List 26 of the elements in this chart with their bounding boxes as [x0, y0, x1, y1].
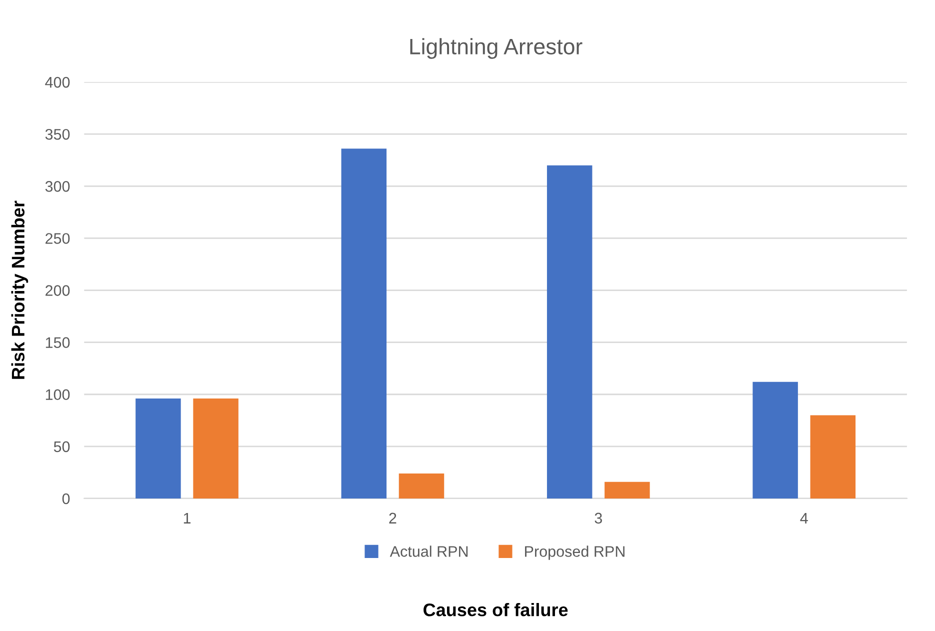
bar — [398, 474, 444, 498]
bar — [752, 382, 798, 498]
x-tick-label: 3 — [594, 512, 602, 524]
x-axis-title: Causes of failure — [424, 603, 568, 616]
bar — [341, 148, 387, 498]
chart-title: Lightning Arrestor — [410, 38, 582, 59]
y-tick-label: 0 — [62, 493, 70, 504]
bar — [604, 482, 650, 498]
x-tick-label: 1 — [184, 512, 191, 524]
bar — [810, 415, 856, 498]
x-tick-label: 2 — [389, 512, 396, 524]
x-tick-label: 4 — [800, 512, 808, 524]
y-tick-label: 150 — [46, 337, 70, 348]
y-tick-label: 200 — [46, 285, 70, 296]
bar — [136, 398, 181, 498]
legend-label: Proposed RPN — [525, 546, 624, 560]
y-tick-label: 400 — [45, 76, 70, 88]
bar — [193, 398, 238, 498]
legend-label: Actual RPN — [390, 546, 468, 557]
y-tick-label: 100 — [46, 389, 70, 400]
y-axis-title: Risk Priority Number — [11, 200, 28, 379]
y-tick-label: 250 — [46, 233, 70, 244]
y-tick-label: 300 — [45, 181, 70, 192]
y-tick-label: 50 — [54, 441, 70, 452]
y-tick-label: 350 — [45, 128, 70, 140]
bar — [546, 165, 592, 498]
